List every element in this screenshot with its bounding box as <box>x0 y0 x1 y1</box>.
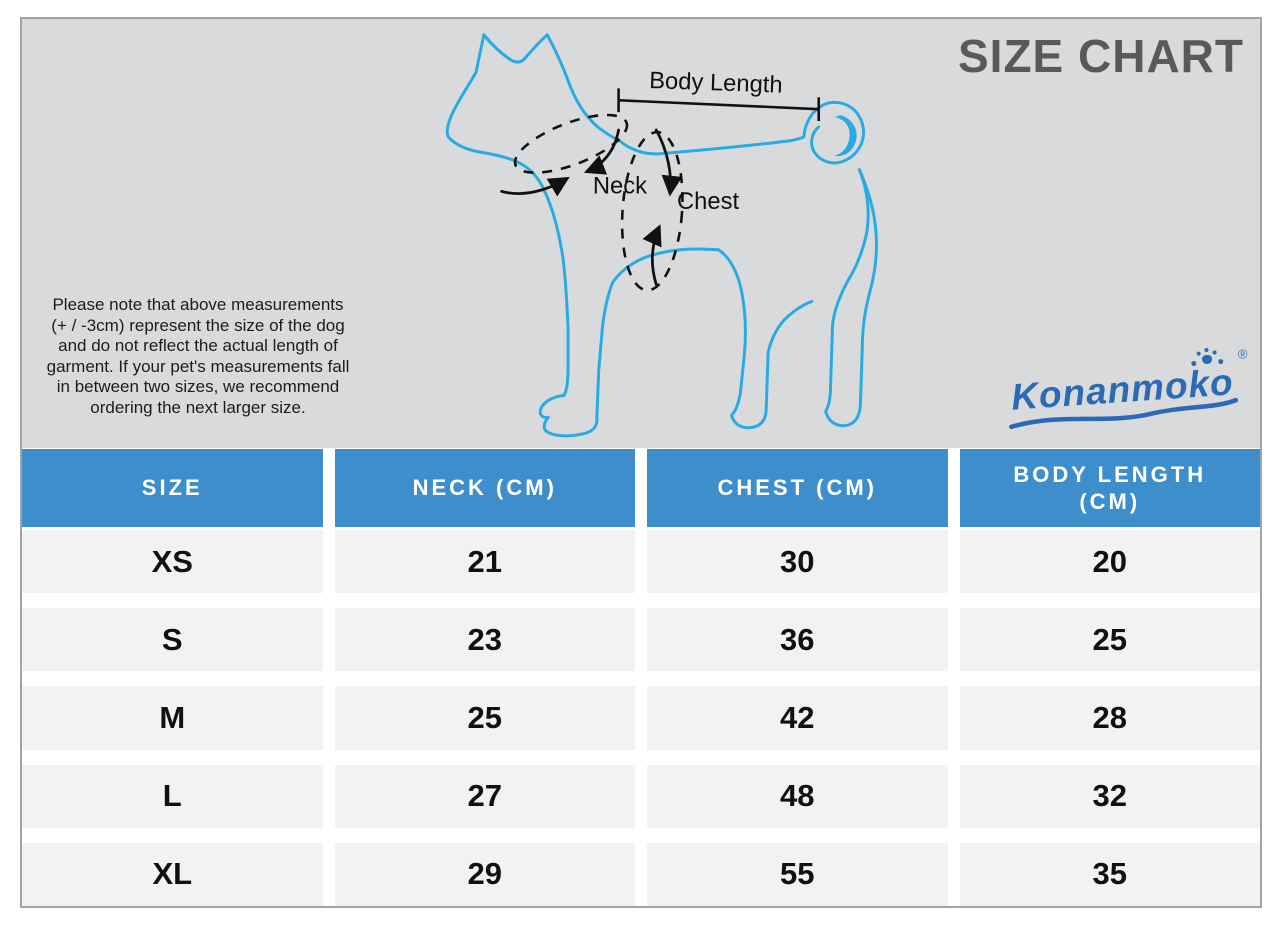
cell-size: S <box>22 608 323 672</box>
cell-chest: 36 <box>647 608 948 672</box>
cell-chest: 30 <box>647 530 948 594</box>
cell-chest: 55 <box>647 842 948 906</box>
chest-label: Chest <box>677 188 739 215</box>
cell-neck: 21 <box>334 530 635 594</box>
cell-size: L <box>22 764 323 828</box>
cell-body-length: 32 <box>959 764 1260 828</box>
cell-body-length: 28 <box>959 686 1260 750</box>
cell-neck: 23 <box>334 608 635 672</box>
page-title: SIZE CHART <box>958 30 1244 82</box>
cell-size: M <box>22 686 323 750</box>
cell-body-length: 25 <box>959 608 1260 672</box>
measurement-arrows <box>500 128 683 286</box>
neck-girth-ellipse-icon <box>513 113 629 174</box>
neck-label: Neck <box>593 172 647 199</box>
chest-arrow-up-icon <box>642 224 662 286</box>
body-length-line <box>617 88 820 122</box>
body-length-label: Body Length <box>649 67 783 99</box>
size-table-body: XS 21 30 20 S 23 36 25 M 25 42 28 L 27 4… <box>22 530 1260 906</box>
neck-arrow-2-icon <box>583 128 620 175</box>
logo-swoosh-icon <box>1009 397 1239 430</box>
paw-print-icon <box>1191 347 1224 371</box>
cell-body-length: 35 <box>959 842 1260 906</box>
cell-neck: 25 <box>334 686 635 750</box>
chest-arrow-down-icon <box>654 128 683 197</box>
header-chest: CHEST (CM) <box>647 449 948 527</box>
cell-chest: 42 <box>647 686 948 750</box>
tail-crescent-icon <box>834 115 857 157</box>
brand-logo: Konanmoko ® <box>1009 346 1248 430</box>
measurement-note: Please note that above measurements (+ /… <box>46 295 350 417</box>
header-body-length: BODY LENGTH (CM) <box>959 449 1260 527</box>
size-chart-card: SIZE CHART Please note that above measur… <box>20 17 1262 908</box>
dog-outline-icon <box>445 33 878 438</box>
cell-size: XS <box>22 530 323 594</box>
cell-neck: 27 <box>334 764 635 828</box>
cell-body-length: 20 <box>959 530 1260 594</box>
cell-neck: 29 <box>334 842 635 906</box>
header-neck: NECK (CM) <box>334 449 635 527</box>
illustration-panel: SIZE CHART Please note that above measur… <box>22 19 1260 448</box>
cell-chest: 48 <box>647 764 948 828</box>
neck-arrow-icon <box>500 176 570 197</box>
registered-trademark-icon: ® <box>1237 346 1249 362</box>
dog-measurement-diagram: Body Length Neck Chest <box>445 33 878 438</box>
cell-size: XL <box>22 842 323 906</box>
size-table-header: SIZE NECK (CM) CHEST (CM) BODY LENGTH (C… <box>22 449 1260 527</box>
header-size: SIZE <box>22 449 323 527</box>
